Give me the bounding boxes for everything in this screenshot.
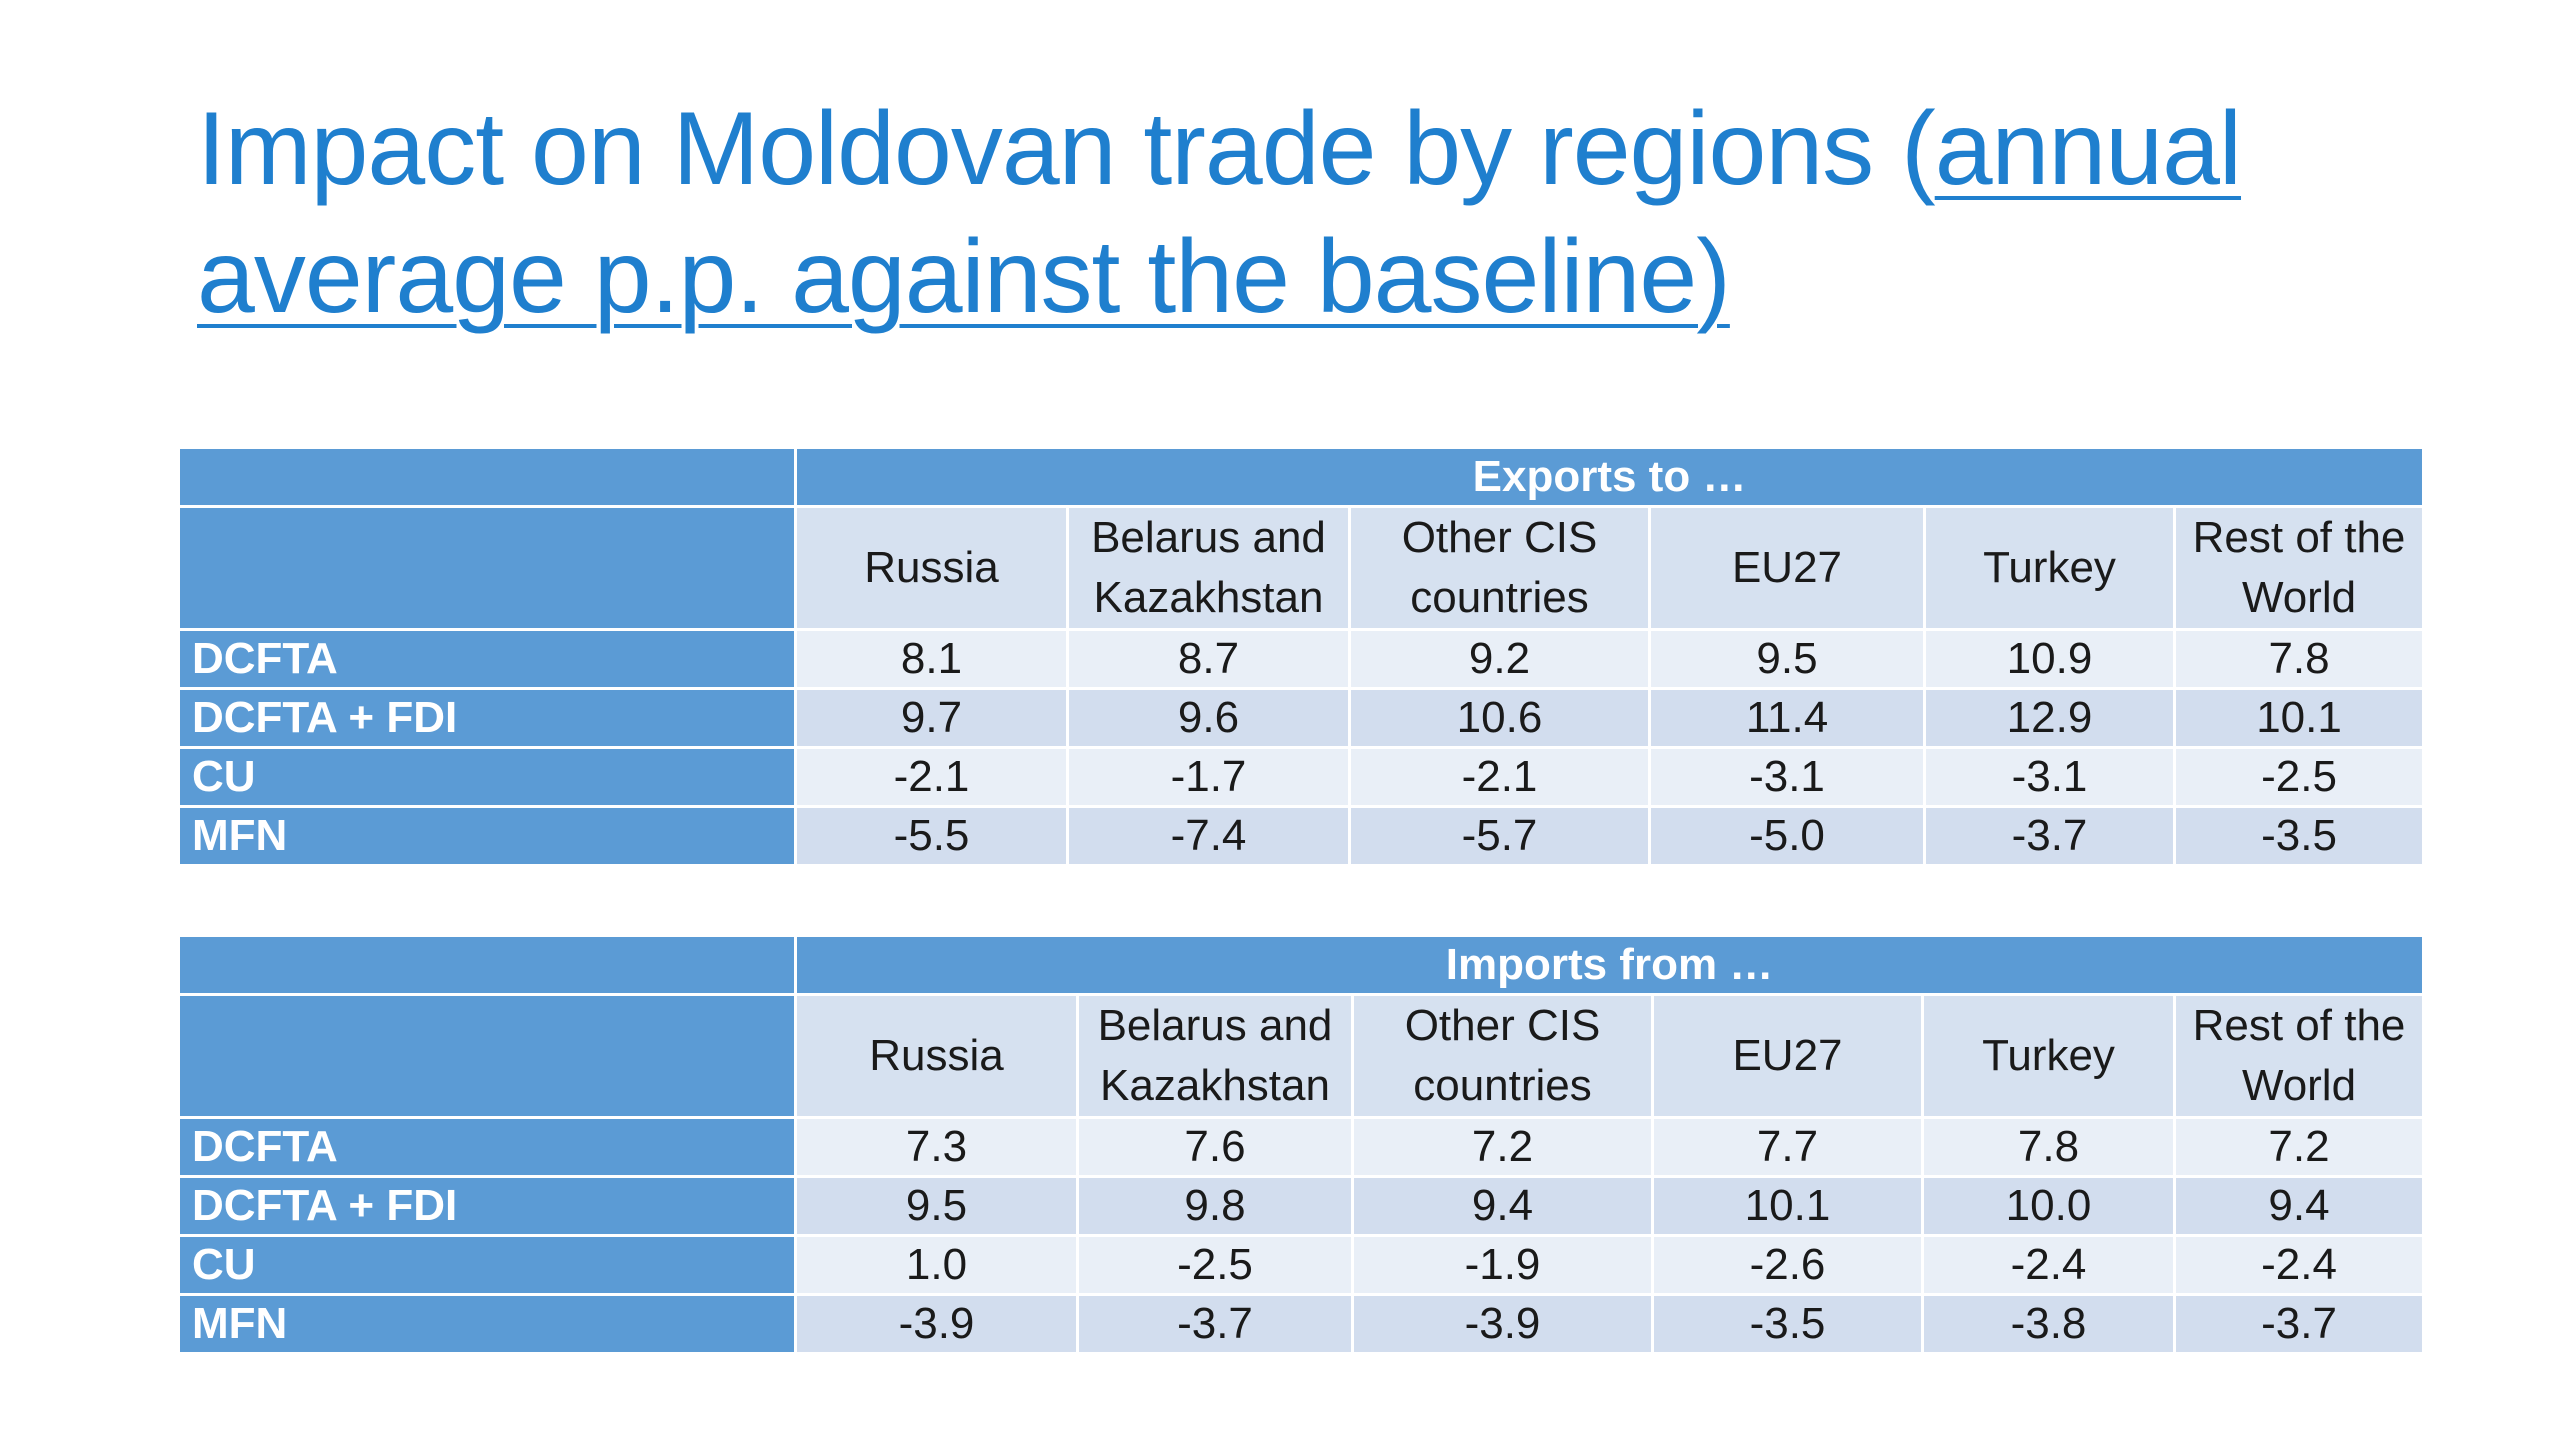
column-header-rest-of-world: Rest of the World xyxy=(2172,505,2426,631)
exports-corner-cell xyxy=(177,446,797,508)
table-cell: 7.7 xyxy=(1651,1116,1924,1178)
table-cell: 9.6 xyxy=(1066,687,1351,749)
imports-group-header: Imports from … xyxy=(793,934,2426,996)
table-cell: -5.0 xyxy=(1648,805,1926,867)
table-cell: 9.4 xyxy=(2172,1175,2426,1237)
row-label: CU xyxy=(177,1234,797,1296)
table-cell: -2.5 xyxy=(1076,1234,1354,1296)
exports-group-header-row: Exports to … xyxy=(177,446,2426,508)
column-header-turkey: Turkey xyxy=(1923,505,2176,631)
table-cell: -5.5 xyxy=(794,805,1069,867)
column-header-belarus-kazakhstan: Belarus and Kazakhstan xyxy=(1076,993,1354,1119)
column-header-other-cis: Other CIS countries xyxy=(1351,993,1654,1119)
table-cell: -3.5 xyxy=(1651,1293,1924,1355)
slide-title: Impact on Moldovan trade by regions (ann… xyxy=(197,85,2437,341)
imports-group-header-row: Imports from … xyxy=(177,934,2426,996)
table-row: MFN -5.5 -7.4 -5.7 -5.0 -3.7 -3.5 xyxy=(177,805,2426,867)
table-cell: -3.7 xyxy=(2172,1293,2426,1355)
imports-corner-cell xyxy=(177,934,797,996)
table-row: MFN -3.9 -3.7 -3.9 -3.5 -3.8 -3.7 xyxy=(177,1293,2426,1355)
table-cell: 7.3 xyxy=(794,1116,1079,1178)
table-cell: 9.8 xyxy=(1076,1175,1354,1237)
row-label: MFN xyxy=(177,1293,797,1355)
table-cell: -2.1 xyxy=(1348,746,1651,808)
table-cell: -3.7 xyxy=(1076,1293,1354,1355)
table-cell: -2.4 xyxy=(2172,1234,2426,1296)
row-label: MFN xyxy=(177,805,797,867)
table-row: CU 1.0 -2.5 -1.9 -2.6 -2.4 -2.4 xyxy=(177,1234,2426,1296)
table-cell: 10.6 xyxy=(1348,687,1651,749)
table-cell: -3.5 xyxy=(2172,805,2426,867)
table-cell: -3.8 xyxy=(1921,1293,2176,1355)
table-cell: 1.0 xyxy=(794,1234,1079,1296)
row-label: CU xyxy=(177,746,797,808)
table-cell: -5.7 xyxy=(1348,805,1651,867)
table-cell: 8.1 xyxy=(794,628,1069,690)
table-cell: -3.1 xyxy=(1648,746,1926,808)
table-cell: 7.2 xyxy=(2172,1116,2426,1178)
imports-table: Imports from … Russia Belarus and Kazakhs… xyxy=(177,934,2426,1355)
table-row: DCFTA + FDI 9.5 9.8 9.4 10.1 10.0 9.4 xyxy=(177,1175,2426,1237)
column-header-russia: Russia xyxy=(794,505,1069,631)
table-cell: 10.9 xyxy=(1923,628,2176,690)
table-cell: 11.4 xyxy=(1648,687,1926,749)
imports-column-header-row: Russia Belarus and Kazakhstan Other CIS co… xyxy=(177,993,2426,1119)
exports-row-label-header xyxy=(177,505,797,631)
row-label: DCFTA xyxy=(177,628,797,690)
exports-table: Exports to … Russia Belarus and Kazakhsta… xyxy=(177,446,2426,867)
table-cell: 7.2 xyxy=(1351,1116,1654,1178)
column-header-belarus-kazakhstan: Belarus and Kazakhstan xyxy=(1066,505,1351,631)
title-text: Impact on Moldovan trade by regions ( xyxy=(197,91,1936,207)
table-cell: -3.7 xyxy=(1923,805,2176,867)
table-cell: -1.9 xyxy=(1351,1234,1654,1296)
table-cell: 9.5 xyxy=(794,1175,1079,1237)
table-cell: 8.7 xyxy=(1066,628,1351,690)
column-header-rest-of-world: Rest of the World xyxy=(2172,993,2426,1119)
table-cell: 7.8 xyxy=(2172,628,2426,690)
column-header-eu27: EU27 xyxy=(1648,505,1926,631)
table-cell: -1.7 xyxy=(1066,746,1351,808)
table-cell: 9.2 xyxy=(1348,628,1651,690)
table-cell: -3.9 xyxy=(1351,1293,1654,1355)
table-cell: -2.1 xyxy=(794,746,1069,808)
table-row: DCFTA 8.1 8.7 9.2 9.5 10.9 7.8 xyxy=(177,628,2426,690)
column-header-eu27: EU27 xyxy=(1651,993,1924,1119)
table-cell: 9.4 xyxy=(1351,1175,1654,1237)
table-cell: 12.9 xyxy=(1923,687,2176,749)
table-cell: -3.9 xyxy=(794,1293,1079,1355)
title-underlined-text: annual average p.p. against the baseline) xyxy=(197,91,2242,335)
table-row: DCFTA 7.3 7.6 7.2 7.7 7.8 7.2 xyxy=(177,1116,2426,1178)
table-cell: 7.6 xyxy=(1076,1116,1354,1178)
table-cell: -2.5 xyxy=(2172,746,2426,808)
exports-column-header-row: Russia Belarus and Kazakhstan Other CIS co… xyxy=(177,505,2426,631)
table-cell: 7.8 xyxy=(1921,1116,2176,1178)
column-header-turkey: Turkey xyxy=(1921,993,2176,1119)
row-label: DCFTA + FDI xyxy=(177,687,797,749)
table-cell: -7.4 xyxy=(1066,805,1351,867)
table-cell: 9.7 xyxy=(794,687,1069,749)
table-cell: 10.0 xyxy=(1921,1175,2176,1237)
table-cell: -2.6 xyxy=(1651,1234,1924,1296)
table-cell: 10.1 xyxy=(2172,687,2426,749)
row-label: DCFTA + FDI xyxy=(177,1175,797,1237)
imports-row-label-header xyxy=(177,993,797,1119)
table-cell: 10.1 xyxy=(1651,1175,1924,1237)
table-row: DCFTA + FDI 9.7 9.6 10.6 11.4 12.9 10.1 xyxy=(177,687,2426,749)
table-cell: -3.1 xyxy=(1923,746,2176,808)
exports-group-header: Exports to … xyxy=(793,446,2426,508)
table-cell: -2.4 xyxy=(1921,1234,2176,1296)
table-cell: 9.5 xyxy=(1648,628,1926,690)
column-header-russia: Russia xyxy=(794,993,1079,1119)
table-row: CU -2.1 -1.7 -2.1 -3.1 -3.1 -2.5 xyxy=(177,746,2426,808)
column-header-other-cis: Other CIS countries xyxy=(1348,505,1651,631)
row-label: DCFTA xyxy=(177,1116,797,1178)
